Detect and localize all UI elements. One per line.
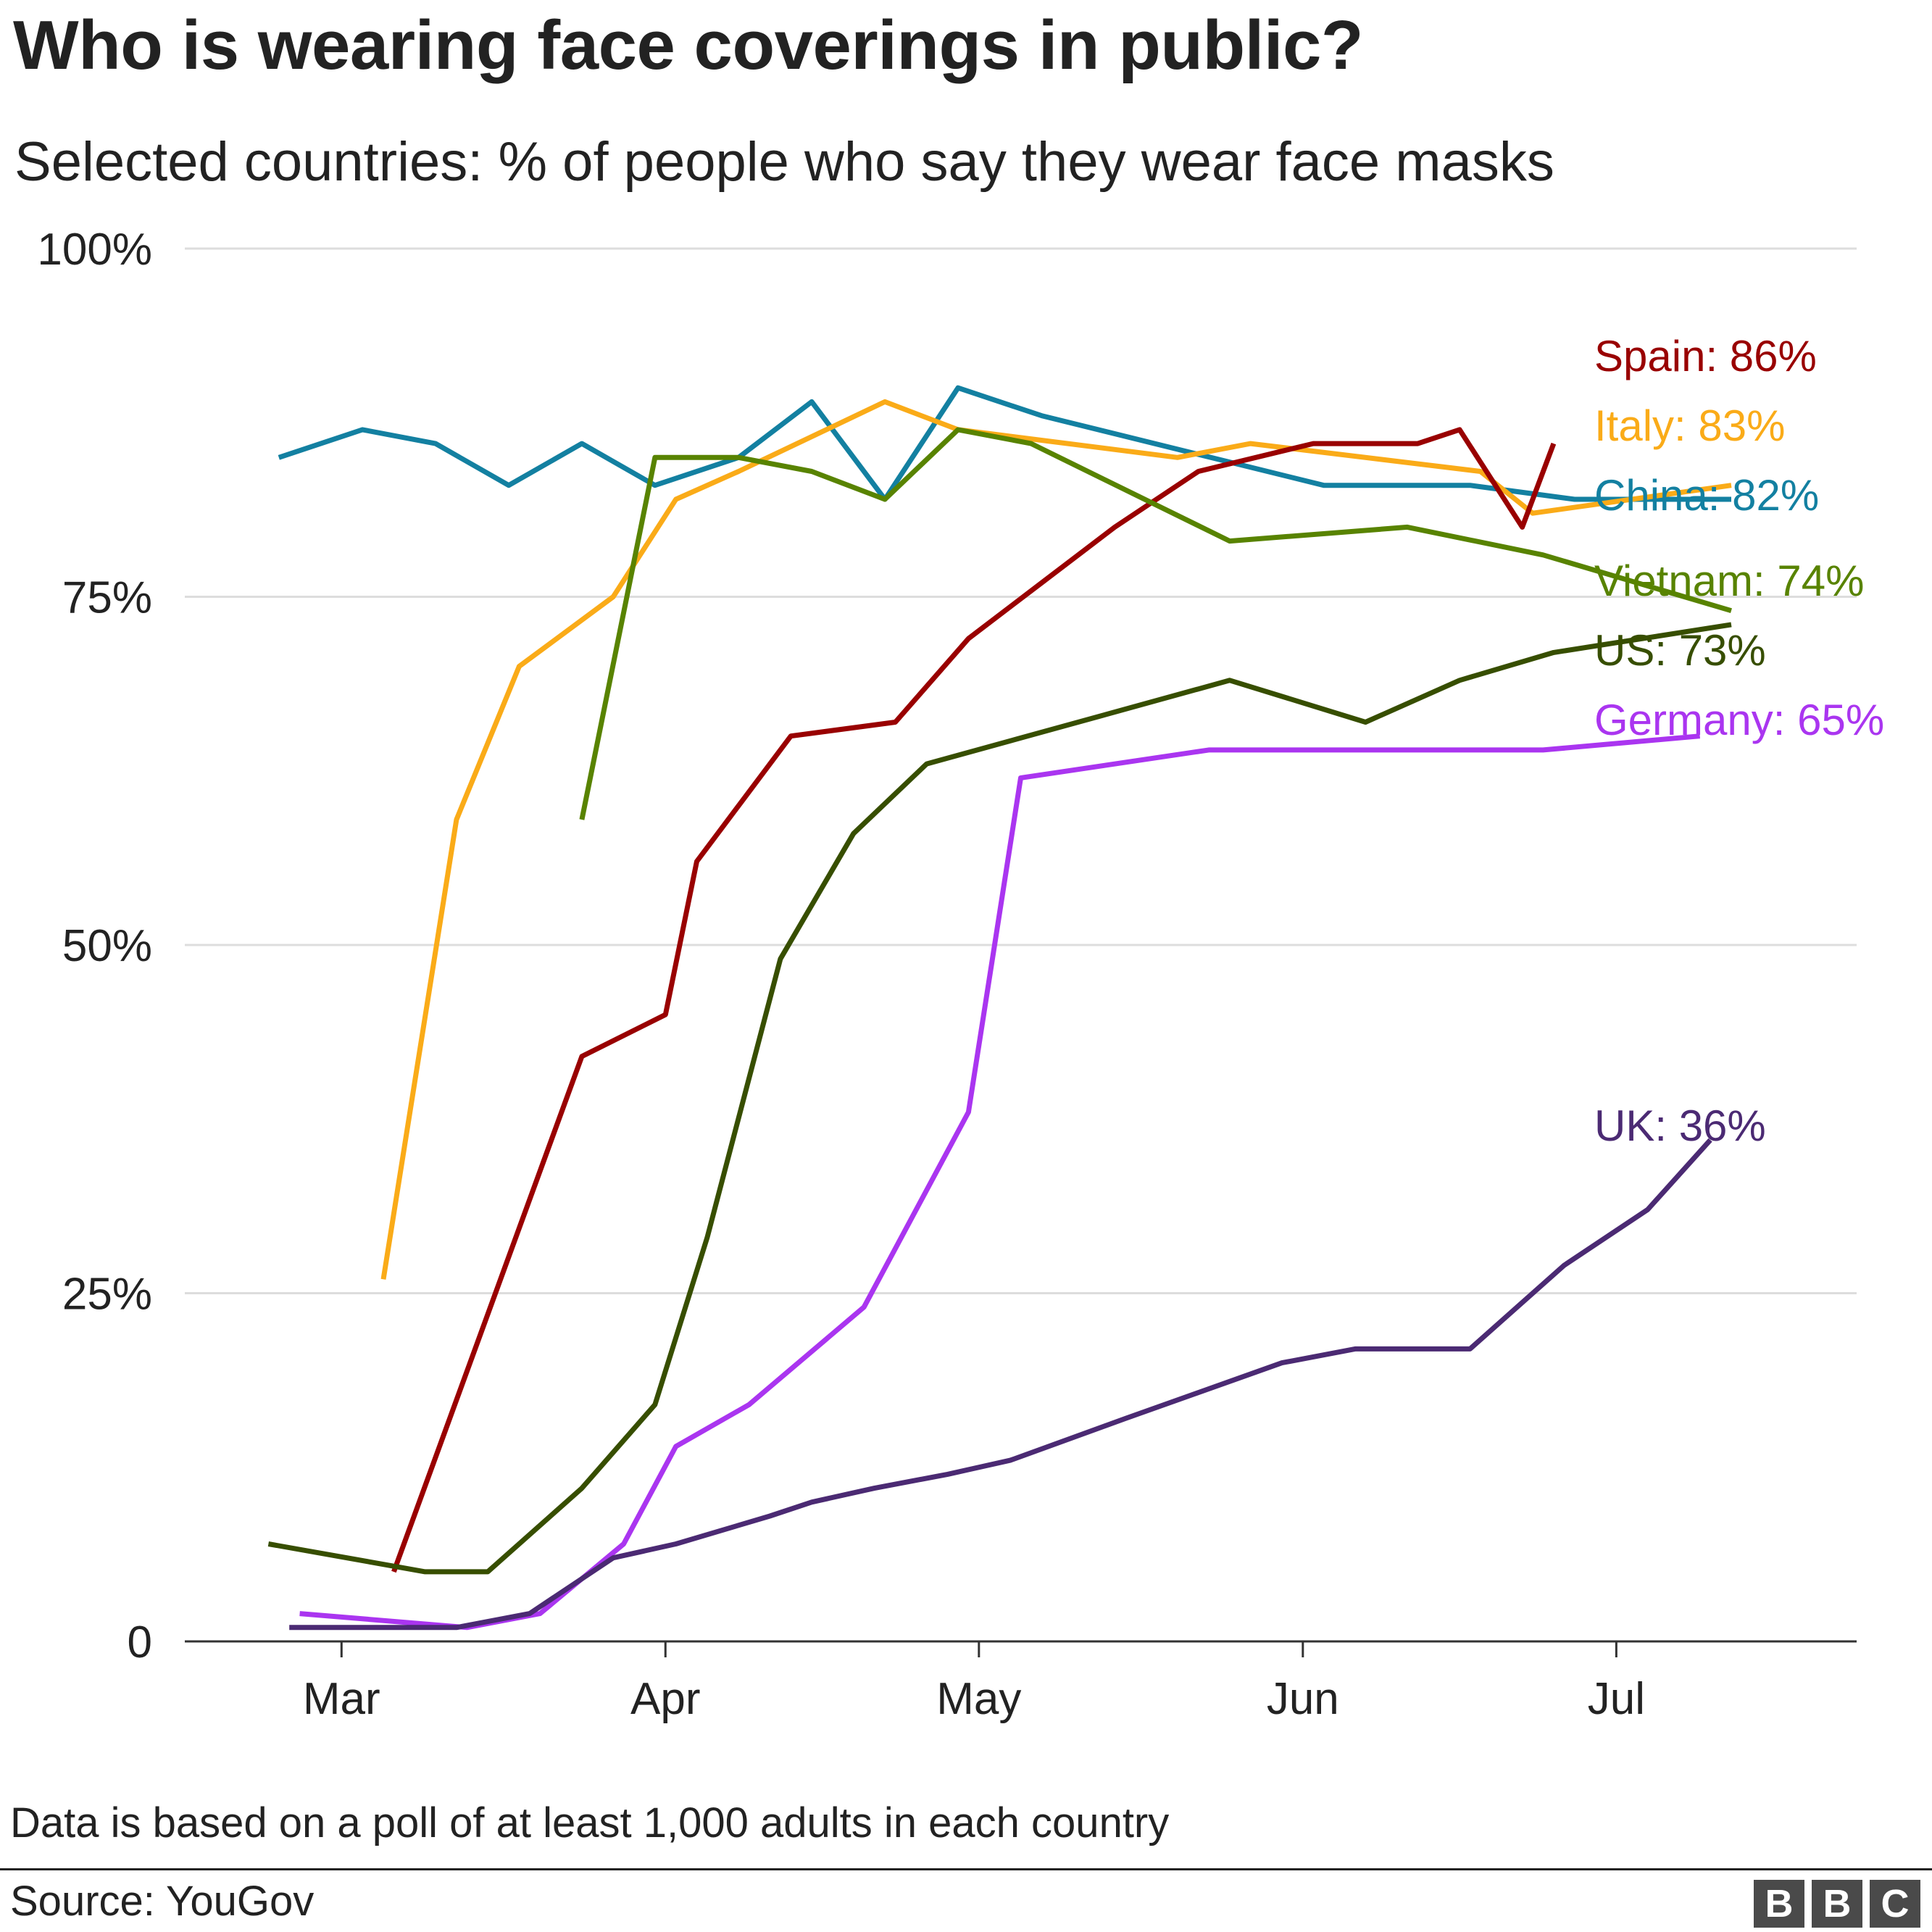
series-label-spain: Spain: 86% <box>1594 332 1817 380</box>
series-lines <box>267 385 1732 1631</box>
series-line-uk <box>289 1138 1712 1631</box>
chart-subtitle: Selected countries: % of people who say … <box>14 131 1554 193</box>
x-axis: Mar Apr May Jun Jul <box>185 1640 1857 1724</box>
footer-divider <box>0 1868 1932 1870</box>
x-tick-label: Jun <box>1267 1674 1339 1724</box>
series-label-italy: Italy: 83% <box>1594 401 1785 450</box>
series-label-uk: UK: 36% <box>1594 1102 1766 1150</box>
y-tick-label: 25% <box>62 1270 152 1320</box>
y-tick-label: 0 <box>128 1617 152 1667</box>
bbc-logo-letter: C <box>1870 1880 1920 1928</box>
x-tick-label: Apr <box>630 1674 700 1724</box>
line-chart: 0 25% 50% 75% 100% Mar Apr May Jun Jul China: 82… <box>37 225 1884 1724</box>
x-tick-label: May <box>936 1674 1021 1724</box>
series-line-germany <box>299 733 1701 1631</box>
y-tick-label: 75% <box>62 573 152 623</box>
series-label-vietnam: Vietnam: 74% <box>1594 557 1864 605</box>
series-label-germany: Germany: 65% <box>1594 696 1884 744</box>
series-line-italy <box>380 399 1732 1280</box>
bbc-logo-letter: B <box>1812 1880 1862 1928</box>
series-label-us: US: 73% <box>1594 626 1766 675</box>
series-line-china <box>278 385 1731 502</box>
series-line-us <box>267 622 1732 1575</box>
series-line-spain <box>391 427 1557 1573</box>
bbc-logo: B B C <box>1754 1880 1920 1928</box>
bbc-logo-letter: B <box>1754 1880 1804 1928</box>
chart-title: Who is wearing face coverings in public? <box>13 7 1364 84</box>
y-tick-label: 50% <box>62 921 152 971</box>
footnote: Data is based on a poll of at least 1,00… <box>10 1799 1170 1846</box>
series-end-labels: China: 82% Italy: 83% Spain: 86% Vietnam: 7… <box>1594 332 1884 1150</box>
x-tick-label: Mar <box>303 1674 380 1724</box>
series-line-vietnam <box>579 427 1732 820</box>
source-text: Source: YouGov <box>10 1878 315 1925</box>
y-tick-label: 100% <box>37 225 152 275</box>
y-axis-tick-labels: 0 25% 50% 75% 100% <box>37 225 152 1667</box>
x-tick-label: Jul <box>1588 1674 1645 1724</box>
series-label-china: China: 82% <box>1594 471 1819 520</box>
